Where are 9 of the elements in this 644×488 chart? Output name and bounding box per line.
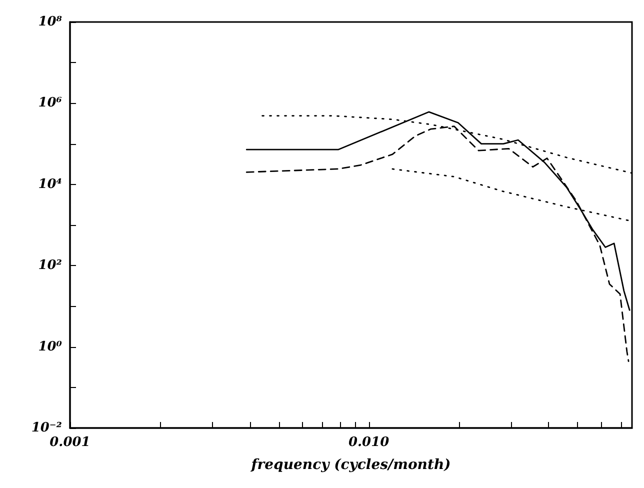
y-tick-label: 10⁶ xyxy=(38,96,62,111)
x-axis-title: frequency (cycles/month) xyxy=(250,457,451,473)
y-tick-label: 10² xyxy=(38,258,62,274)
x-tick-label: 0.010 xyxy=(348,435,390,450)
y-tick-label: 10⁻² xyxy=(31,420,62,436)
x-tick-label: 0.001 xyxy=(50,435,90,450)
y-tick-label: 10⁰ xyxy=(38,339,62,354)
y-tick-label: 10⁸ xyxy=(38,14,62,30)
y-tick-label: 10⁴ xyxy=(38,176,62,192)
